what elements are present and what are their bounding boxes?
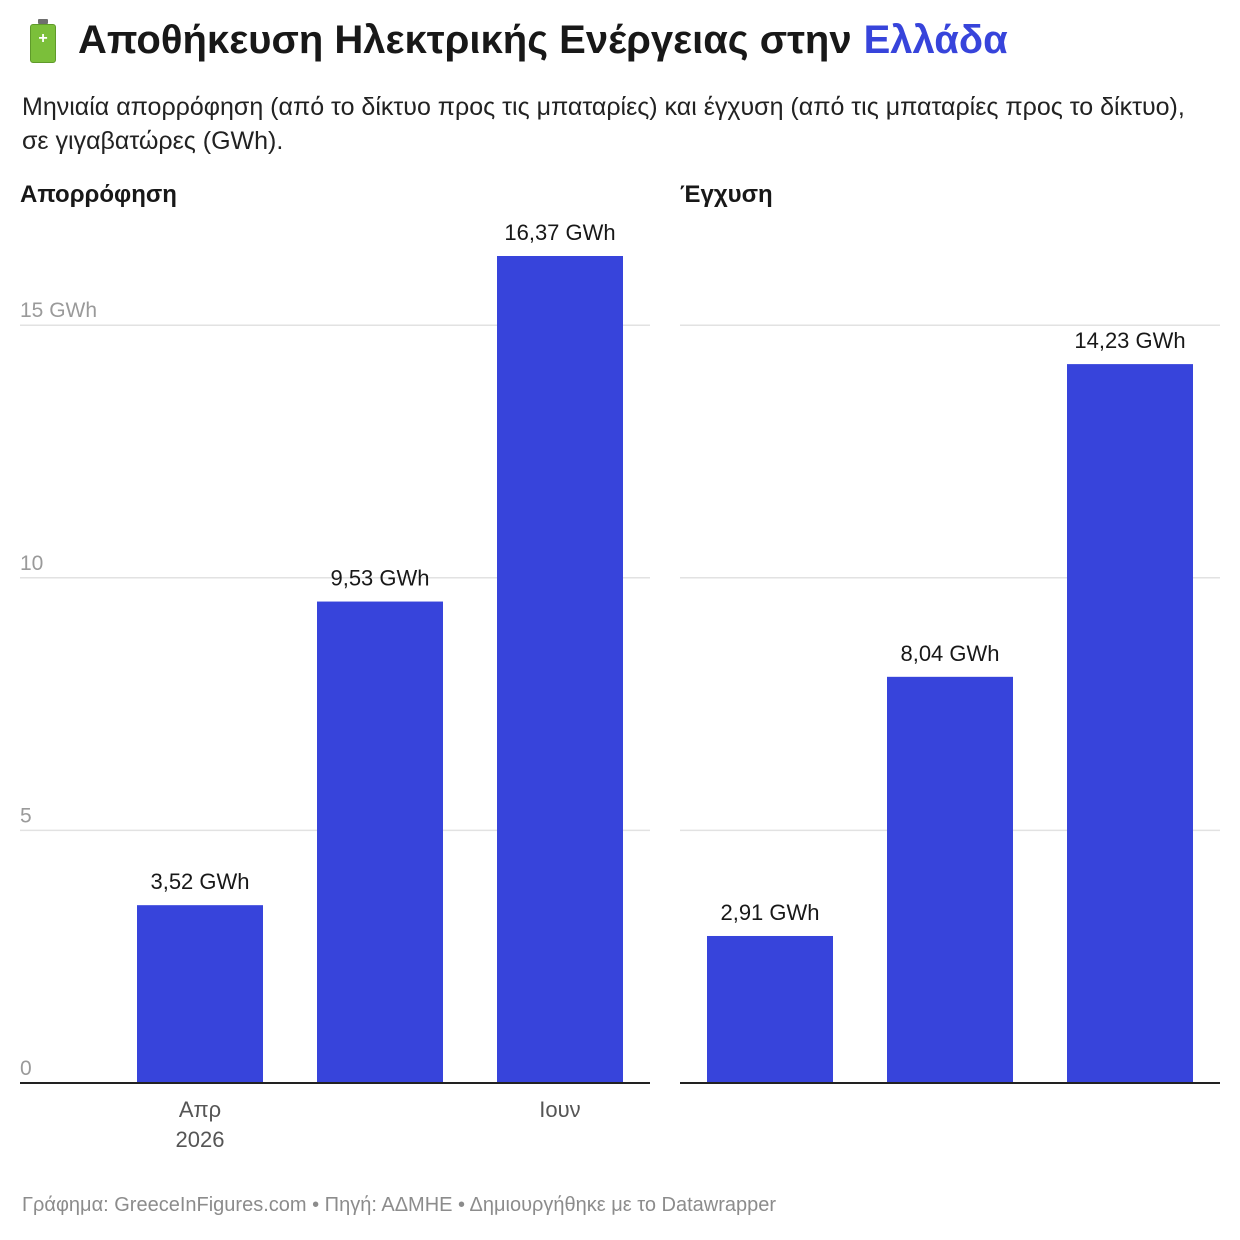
- y-tick-label: 0: [20, 1057, 32, 1080]
- bar: [497, 256, 623, 1083]
- data-label: 9,53 GWh: [330, 566, 429, 591]
- bar: [1067, 364, 1193, 1083]
- x-tick-label: Ιουν: [539, 1097, 580, 1122]
- data-label: 16,37 GWh: [504, 220, 615, 245]
- bar: [317, 601, 443, 1083]
- bar: [707, 935, 833, 1083]
- title-main-text: Αποθήκευση Ηλεκτρικής Ενέργειας στην: [78, 18, 852, 62]
- bar: [137, 905, 263, 1083]
- footer-credits: Γράφημα: GreeceInFigures.com • Πηγή: ΑΔΜ…: [22, 1194, 777, 1216]
- chart-subtitle: Μηνιαία απορρόφηση (από το δίκτυο προς τ…: [22, 93, 1185, 155]
- panel-title: Έγχυση: [680, 181, 773, 208]
- panel-title: Απορρόφηση: [20, 181, 177, 208]
- title-accent-text: Ελλάδα: [863, 18, 1008, 62]
- bar: [887, 676, 1013, 1083]
- x-tick-label: Απρ: [179, 1097, 221, 1122]
- y-tick-label: 5: [20, 804, 32, 827]
- chart-title: + Αποθήκευση Ηλεκτρικής Ενέργειας στην Ε…: [22, 18, 1008, 63]
- data-label: 8,04 GWh: [900, 641, 999, 666]
- battery-icon: +: [30, 18, 56, 63]
- y-tick-label: 10: [20, 552, 43, 575]
- x-tick-label: 2026: [176, 1127, 225, 1152]
- data-label: 3,52 GWh: [150, 869, 249, 894]
- y-tick-label: 15 GWh: [20, 299, 97, 322]
- data-label: 14,23 GWh: [1074, 328, 1185, 353]
- small-multiples-chart: Απορρόφηση 0 5 10 15 GWh 3,52 GWh Απρ 2026 9,53 …: [20, 181, 1220, 1152]
- data-label: 2,91 GWh: [720, 900, 819, 925]
